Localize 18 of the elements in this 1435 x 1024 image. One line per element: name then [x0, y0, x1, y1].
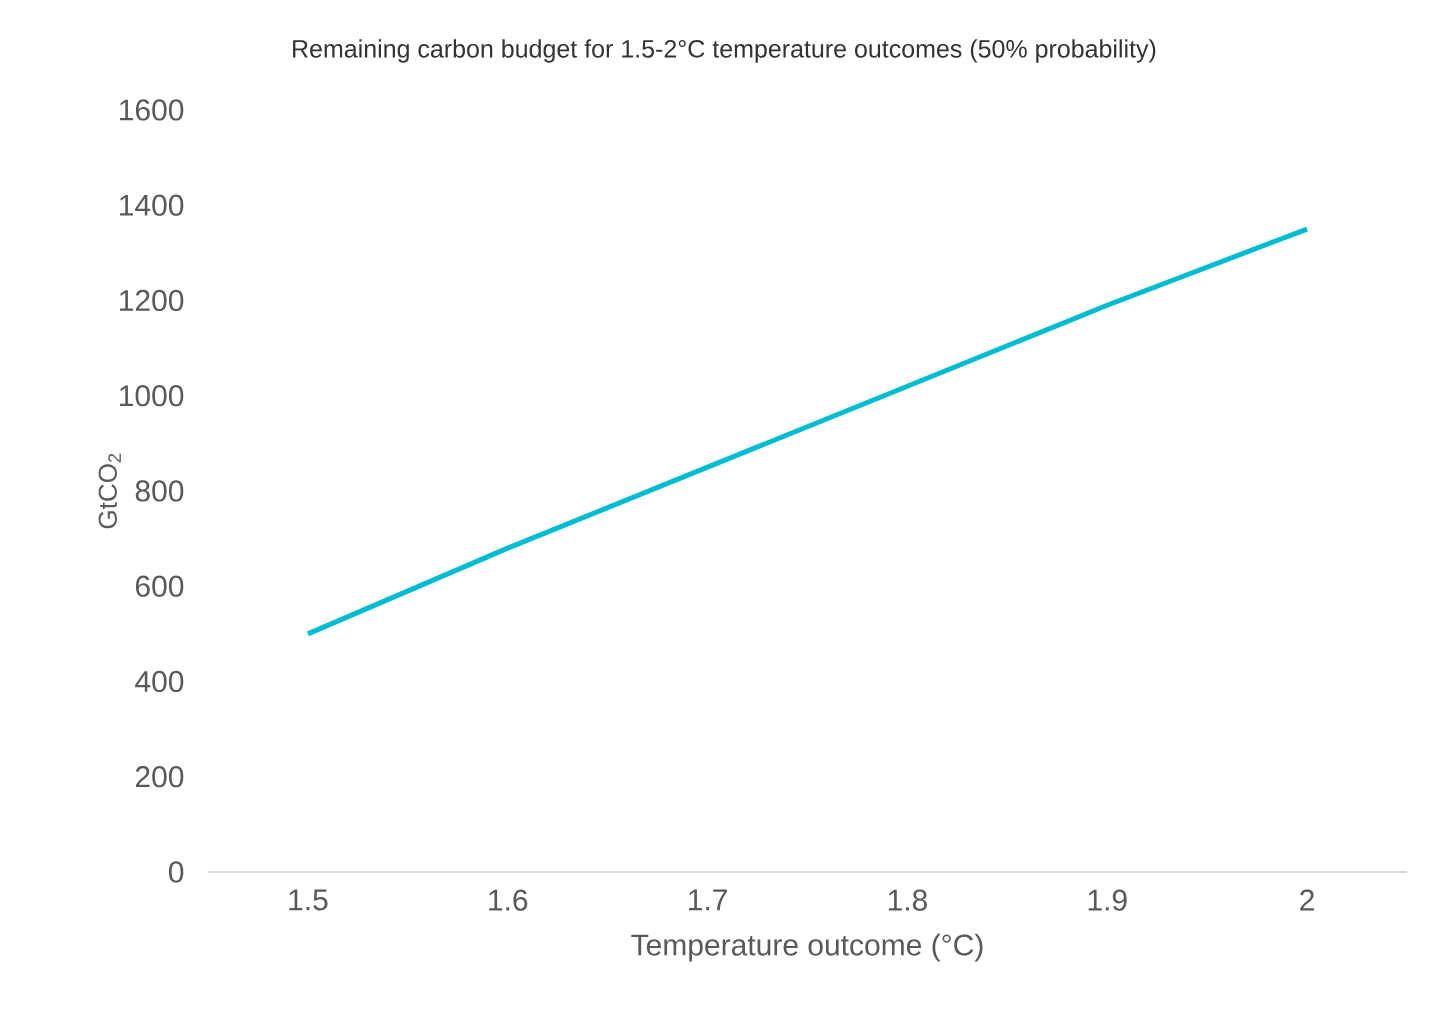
x-tick-label: 1.8: [888, 889, 927, 911]
y-tick-label: 800: [135, 480, 184, 502]
y-tick-label: 1400: [120, 194, 184, 216]
y-tick-label: 1600: [120, 99, 184, 121]
x-axis-title: Temperature outcome (°C): [631, 933, 983, 962]
x-tick-label: 2: [1300, 889, 1314, 911]
x-tick-label: 1.9: [1088, 889, 1127, 911]
y-tick-label: 0: [168, 861, 184, 883]
chart-title: Remaining carbon budget for 1.5-2°C temperature outcomes (50% probability): [293, 39, 1156, 63]
x-tick-label: 1.7: [689, 889, 727, 911]
y-tick-label: 1000: [120, 385, 184, 407]
y-tick-label: 1200: [120, 289, 184, 312]
y-tick-label: 200: [135, 766, 184, 788]
y-axis-title: GtCO$_{2}$: [98, 453, 121, 529]
x-tick-label: 1.6: [489, 889, 528, 911]
y-tick-label: 600: [135, 575, 184, 597]
y-tick-label: 400: [135, 670, 184, 693]
x-tick-label: 1.5: [289, 889, 328, 911]
